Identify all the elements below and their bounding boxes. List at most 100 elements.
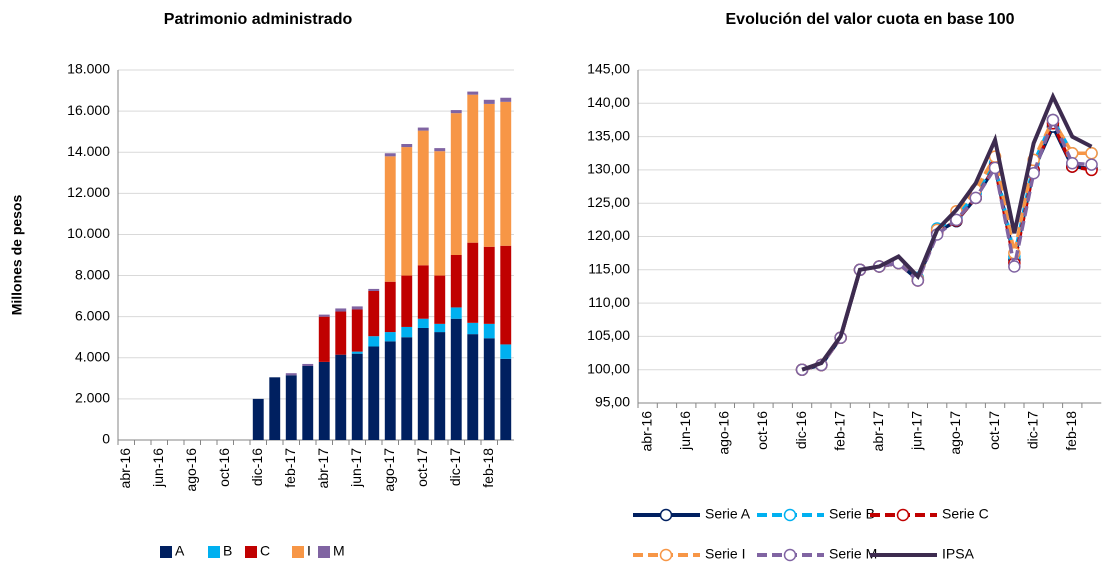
- legend-label: B: [223, 543, 232, 559]
- y-tick-label: 120,00: [587, 227, 630, 243]
- bar-segment: [450, 113, 462, 256]
- bar-segment: [417, 327, 429, 440]
- y-tick-label: 130,00: [587, 161, 630, 177]
- bar-segment: [252, 398, 264, 440]
- series-line: [801, 116, 1092, 372]
- bar-segment: [318, 314, 330, 317]
- x-tick-label: ago-16: [716, 411, 732, 455]
- bar-segment: [368, 336, 380, 347]
- x-tick-label: ago-17: [381, 448, 397, 492]
- x-tick-label: feb-18: [1063, 411, 1079, 451]
- bar-segment: [351, 309, 363, 352]
- y-tick-label: 18.000: [67, 61, 110, 77]
- bar-segment: [401, 147, 413, 276]
- bar-segment: [401, 337, 413, 440]
- bar-segment: [417, 127, 429, 131]
- bar-segment: [351, 353, 363, 440]
- legend-label: M: [333, 543, 345, 559]
- bar-segment: [401, 326, 413, 338]
- y-tick-label: 0: [102, 431, 110, 447]
- bar-segment: [450, 307, 462, 319]
- x-tick-label: feb-17: [831, 411, 847, 451]
- bar-segment: [401, 275, 413, 327]
- x-tick-label: jun-16: [150, 448, 166, 488]
- series-marker: [1085, 158, 1098, 171]
- bar-segment: [450, 318, 462, 440]
- bar-segment: [384, 156, 396, 282]
- series-marker: [950, 213, 963, 227]
- x-tick-label: abr-16: [117, 448, 133, 489]
- legend-swatch: [245, 546, 257, 558]
- y-tick-label: 125,00: [587, 194, 630, 210]
- bar-segment: [384, 332, 396, 342]
- bar-segment: [500, 344, 512, 359]
- series-line: [801, 118, 1092, 372]
- bar-segment: [500, 97, 512, 102]
- x-tick-label: abr-17: [315, 448, 331, 489]
- legend-marker: [659, 548, 673, 562]
- y-tick-label: 95,00: [595, 394, 630, 410]
- bar-segment: [450, 255, 462, 308]
- bar-segment: [417, 318, 429, 328]
- y-tick-label: 6.000: [75, 307, 110, 323]
- legend-label: Serie B: [829, 506, 875, 522]
- legend-label: Serie C: [942, 506, 989, 522]
- bar-segment: [434, 332, 446, 440]
- bar-segment: [351, 351, 363, 354]
- x-tick-label: jun-16: [677, 411, 693, 451]
- legend-marker: [896, 508, 910, 522]
- x-tick-label: feb-18: [480, 448, 496, 488]
- legend-swatch: [318, 546, 330, 558]
- x-tick-label: oct-16: [754, 411, 770, 450]
- bar-segment: [483, 103, 495, 247]
- bar-segment: [318, 361, 330, 440]
- bar-segment: [500, 358, 512, 440]
- bar-segment: [384, 341, 396, 440]
- bar-segment: [335, 308, 347, 312]
- y-axis-title: Millones de pesos: [9, 194, 25, 315]
- bar-segment: [401, 144, 413, 148]
- bar-segment: [467, 242, 479, 323]
- bar-segment: [417, 265, 429, 319]
- bar-segment: [467, 334, 479, 440]
- series-line: [801, 116, 1092, 372]
- bar-segment: [318, 316, 330, 362]
- series-marker: [1008, 260, 1021, 273]
- legend-marker: [783, 508, 797, 522]
- bar-segment: [368, 290, 380, 337]
- legend-marker: [659, 508, 673, 522]
- bar-segment: [500, 245, 512, 345]
- bar-segment: [384, 281, 396, 333]
- bar-segment: [368, 346, 380, 440]
- legend-label: C: [260, 543, 270, 559]
- x-tick-label: abr-16: [638, 411, 654, 452]
- x-tick-label: dic-17: [447, 448, 463, 486]
- legend-label: IPSA: [942, 546, 975, 562]
- bar-segment: [467, 322, 479, 335]
- x-tick-label: feb-17: [282, 448, 298, 488]
- bar-segment: [335, 311, 347, 355]
- x-tick-label: dic-17: [1024, 411, 1040, 449]
- bar-segment: [483, 246, 495, 324]
- series-line: [801, 122, 1092, 372]
- y-tick-label: 140,00: [587, 94, 630, 110]
- y-tick-label: 12.000: [67, 184, 110, 200]
- bar-segment: [483, 99, 495, 104]
- legend-label: Serie I: [705, 546, 745, 562]
- legend-swatch: [160, 546, 172, 558]
- legend-label: A: [175, 543, 185, 559]
- bar-segment: [483, 338, 495, 440]
- series-marker: [1046, 113, 1060, 127]
- bar-segment: [434, 323, 446, 333]
- legend-swatch: [292, 546, 304, 558]
- bar-segment: [269, 377, 281, 440]
- y-tick-label: 2.000: [75, 390, 110, 406]
- series-line: [801, 115, 1092, 372]
- y-tick-label: 135,00: [587, 127, 630, 143]
- y-tick-label: 100,00: [587, 360, 630, 376]
- bar-segment: [384, 153, 396, 157]
- x-tick-label: dic-16: [249, 448, 265, 486]
- bar-segment: [368, 288, 380, 291]
- legend-swatch: [208, 546, 220, 558]
